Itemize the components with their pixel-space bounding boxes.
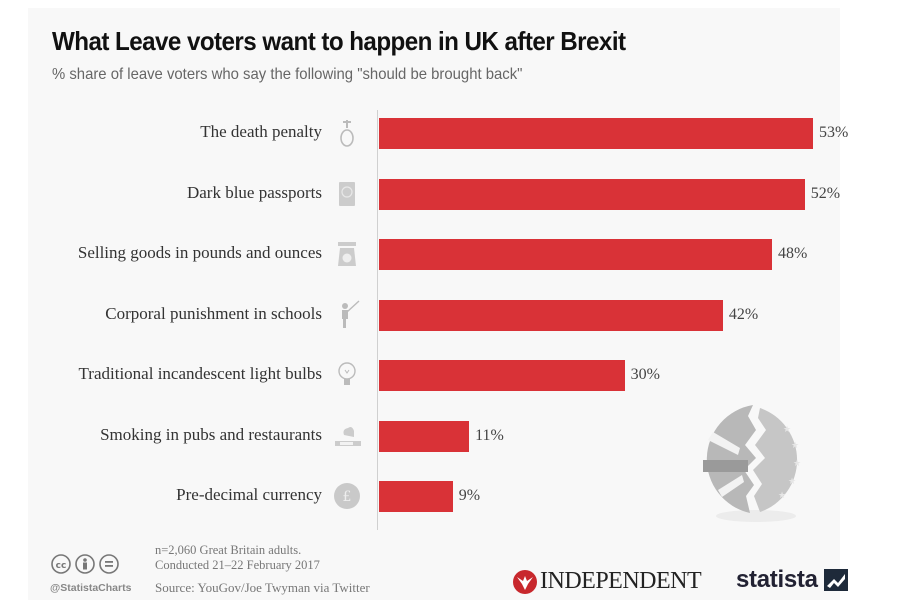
category-label: Traditional incandescent light bulbs xyxy=(78,364,322,383)
independent-eagle-icon xyxy=(513,569,537,594)
bar xyxy=(379,420,470,452)
source-note: Source: YouGov/Joe Twyman via Twitter xyxy=(155,580,370,595)
svg-text:£: £ xyxy=(343,489,352,505)
broken-union-eu-flag-icon: ★★★★★ xyxy=(703,405,801,522)
bar xyxy=(379,360,625,391)
cigarette-icon xyxy=(335,426,361,446)
svg-text:★: ★ xyxy=(788,477,796,487)
value-label: 53% xyxy=(819,124,849,141)
independent-logo: INDEPENDENT xyxy=(512,568,702,595)
svg-text:★: ★ xyxy=(778,491,786,501)
statista-logo: statista xyxy=(736,566,848,594)
statista-wordmark: statista xyxy=(736,566,818,593)
axis-line xyxy=(377,110,378,530)
bar xyxy=(379,239,773,270)
category-label: Pre-decimal currency xyxy=(176,485,322,504)
category-label: The death penalty xyxy=(200,122,322,141)
teacher-cane-icon xyxy=(342,299,360,328)
scale-icon xyxy=(338,242,356,266)
bar xyxy=(379,118,813,149)
category-label: Corporal punishment in schools xyxy=(105,303,322,323)
category-label: Selling goods in pounds and ounces xyxy=(77,243,322,262)
passport-icon xyxy=(339,181,355,206)
category-label: Smoking in pubs and restaurants xyxy=(100,424,322,444)
chart-subtitle: % share of leave voters who say the foll… xyxy=(52,66,523,83)
svg-text:cc: cc xyxy=(56,561,67,571)
noose-icon xyxy=(340,120,354,147)
date-note: Conducted 21–22 February 2017 xyxy=(155,558,320,572)
bar xyxy=(379,178,805,210)
value-label: 42% xyxy=(728,305,759,323)
bar xyxy=(379,299,723,331)
value-label: 9% xyxy=(458,487,481,504)
chart-title: What Leave voters want to happen in UK a… xyxy=(52,26,626,56)
svg-text:★: ★ xyxy=(791,441,799,451)
value-label: 52% xyxy=(810,184,841,202)
light-bulb-icon xyxy=(338,362,356,385)
statista-mark-icon xyxy=(823,569,848,591)
svg-text:★: ★ xyxy=(783,425,791,435)
creative-commons-icons: cc xyxy=(51,554,119,574)
value-label: 48% xyxy=(778,245,808,262)
footer-notes: n=2,060 Great Britain adults. Conducted … xyxy=(155,543,320,573)
value-label: 11% xyxy=(475,426,504,444)
sample-note: n=2,060 Great Britain adults. xyxy=(155,543,302,557)
bar xyxy=(379,481,453,512)
value-label: 30% xyxy=(630,366,660,383)
svg-text:★: ★ xyxy=(793,459,801,469)
pound-coin-icon: £ xyxy=(334,483,360,509)
independent-wordmark: INDEPENDENT xyxy=(540,568,702,594)
category-label: Dark blue passports xyxy=(186,182,322,202)
statista-handle: @StatistaCharts xyxy=(50,582,132,594)
